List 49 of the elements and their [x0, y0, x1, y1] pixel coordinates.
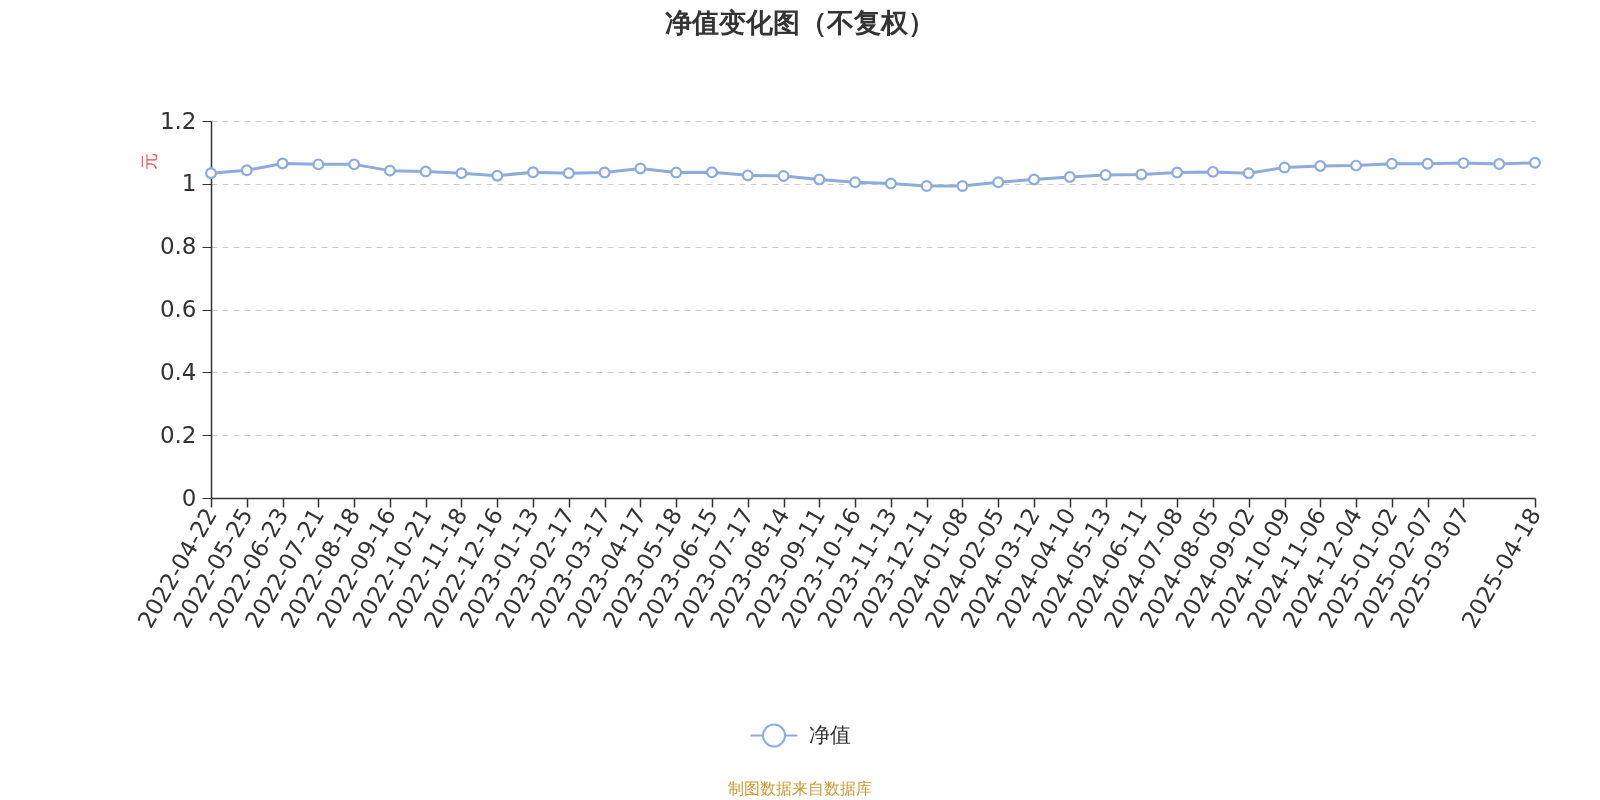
y-tick-label: 0.8 — [159, 233, 197, 260]
y-tick-label: 1 — [181, 170, 197, 197]
point — [920, 180, 933, 192]
point — [1350, 159, 1363, 172]
point — [884, 177, 897, 190]
point — [1099, 169, 1112, 181]
point — [276, 157, 289, 170]
point — [849, 176, 862, 189]
point — [312, 158, 325, 171]
point — [1385, 157, 1398, 170]
point — [527, 166, 540, 179]
point — [1529, 156, 1541, 169]
point — [1242, 167, 1255, 180]
point — [348, 158, 361, 171]
y-axis-title: 元 — [138, 153, 159, 170]
point — [813, 173, 826, 186]
text: 制图数据来自数据库 — [728, 779, 872, 798]
point — [741, 169, 754, 182]
point — [598, 166, 611, 179]
point — [956, 180, 969, 192]
point — [777, 170, 790, 182]
point — [670, 166, 683, 179]
point — [1457, 157, 1470, 170]
point — [1063, 170, 1076, 183]
y-tick-label: 1.2 — [159, 107, 197, 134]
point — [1028, 173, 1040, 186]
point — [634, 162, 647, 175]
point — [1314, 159, 1327, 172]
point — [706, 166, 718, 179]
point — [1135, 168, 1148, 181]
y-tick-label: 0.2 — [159, 421, 197, 448]
y-tick-label: 0.4 — [159, 358, 197, 385]
point — [491, 169, 504, 182]
point — [1493, 158, 1506, 170]
point — [1171, 166, 1184, 179]
legend-label: 净值 — [808, 722, 851, 747]
chart-title: 净值变化图（不复权） — [665, 7, 935, 38]
point — [1206, 165, 1219, 178]
point — [419, 165, 432, 178]
point — [562, 167, 575, 180]
point — [992, 176, 1005, 189]
point — [1421, 157, 1434, 170]
y-tick-label: 0.6 — [159, 296, 197, 322]
point — [455, 167, 468, 180]
y-tick-label: 0 — [181, 484, 197, 511]
point — [1278, 161, 1291, 174]
point — [240, 164, 253, 177]
point — [205, 167, 217, 180]
point — [383, 164, 396, 177]
